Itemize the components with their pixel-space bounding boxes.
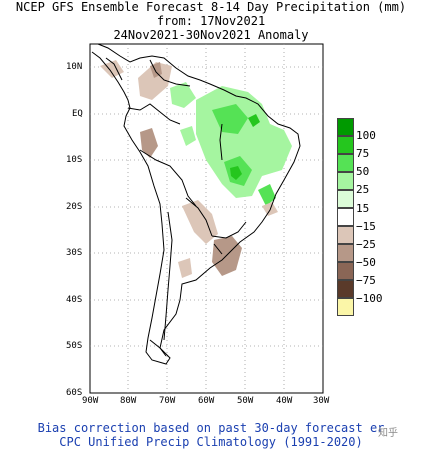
forecast-issue-date: from: 17Nov2021 — [156, 14, 266, 28]
lon-label: 60W — [198, 396, 215, 406]
climatology-note: CPC Unified Precip Climatology (1991-202… — [59, 435, 363, 449]
legend-label: −50 — [356, 256, 376, 269]
lat-label: EQ — [72, 109, 83, 119]
legend-label: −25 — [356, 238, 376, 251]
lat-label: 10N — [66, 62, 83, 72]
lon-label: 30W — [313, 396, 330, 406]
coastlines — [91, 43, 301, 365]
legend-label: 100 — [356, 129, 376, 142]
legend-swatch — [337, 226, 354, 244]
legend-swatch — [337, 190, 354, 208]
legend-label: −75 — [356, 274, 376, 287]
lon-label: 80W — [120, 396, 137, 406]
lon-label: 70W — [159, 396, 176, 406]
lat-label: 40S — [66, 295, 83, 305]
legend-label: −15 — [356, 220, 376, 233]
lon-label: 90W — [82, 396, 99, 406]
wet-anomaly-areas — [170, 82, 292, 206]
lat-label: 30S — [66, 248, 83, 258]
legend-swatch — [337, 172, 354, 190]
lon-label: 50W — [237, 396, 254, 406]
legend-label: −100 — [356, 292, 383, 305]
watermark: 知乎 — [378, 428, 398, 439]
legend-label: 25 — [356, 183, 370, 196]
bias-correction-note: Bias correction based on past 30-day for… — [37, 421, 385, 435]
legend-swatch — [337, 136, 354, 154]
dry-anomaly-areas — [100, 60, 278, 278]
legend-swatch — [337, 118, 354, 136]
lat-label: 10S — [66, 155, 83, 165]
legend-label: 50 — [356, 165, 370, 178]
lat-label: 60S — [66, 388, 83, 398]
legend-label: 15 — [356, 202, 370, 215]
lon-label: 40W — [276, 396, 293, 406]
legend-swatch — [337, 262, 354, 280]
legend-swatch — [337, 208, 354, 226]
precipitation-anomaly-map — [89, 43, 324, 394]
legend-swatch — [337, 154, 354, 172]
legend-swatch — [337, 244, 354, 262]
lat-label: 50S — [66, 341, 83, 351]
map-title: NCEP GFS Ensemble Forecast 8-14 Day Prec… — [15, 0, 407, 14]
legend-label: 75 — [356, 147, 370, 160]
legend-swatch — [337, 298, 354, 316]
legend-swatch — [337, 280, 354, 298]
lat-label: 20S — [66, 202, 83, 212]
forecast-period: 24Nov2021-30Nov2021 Anomaly — [113, 28, 309, 42]
